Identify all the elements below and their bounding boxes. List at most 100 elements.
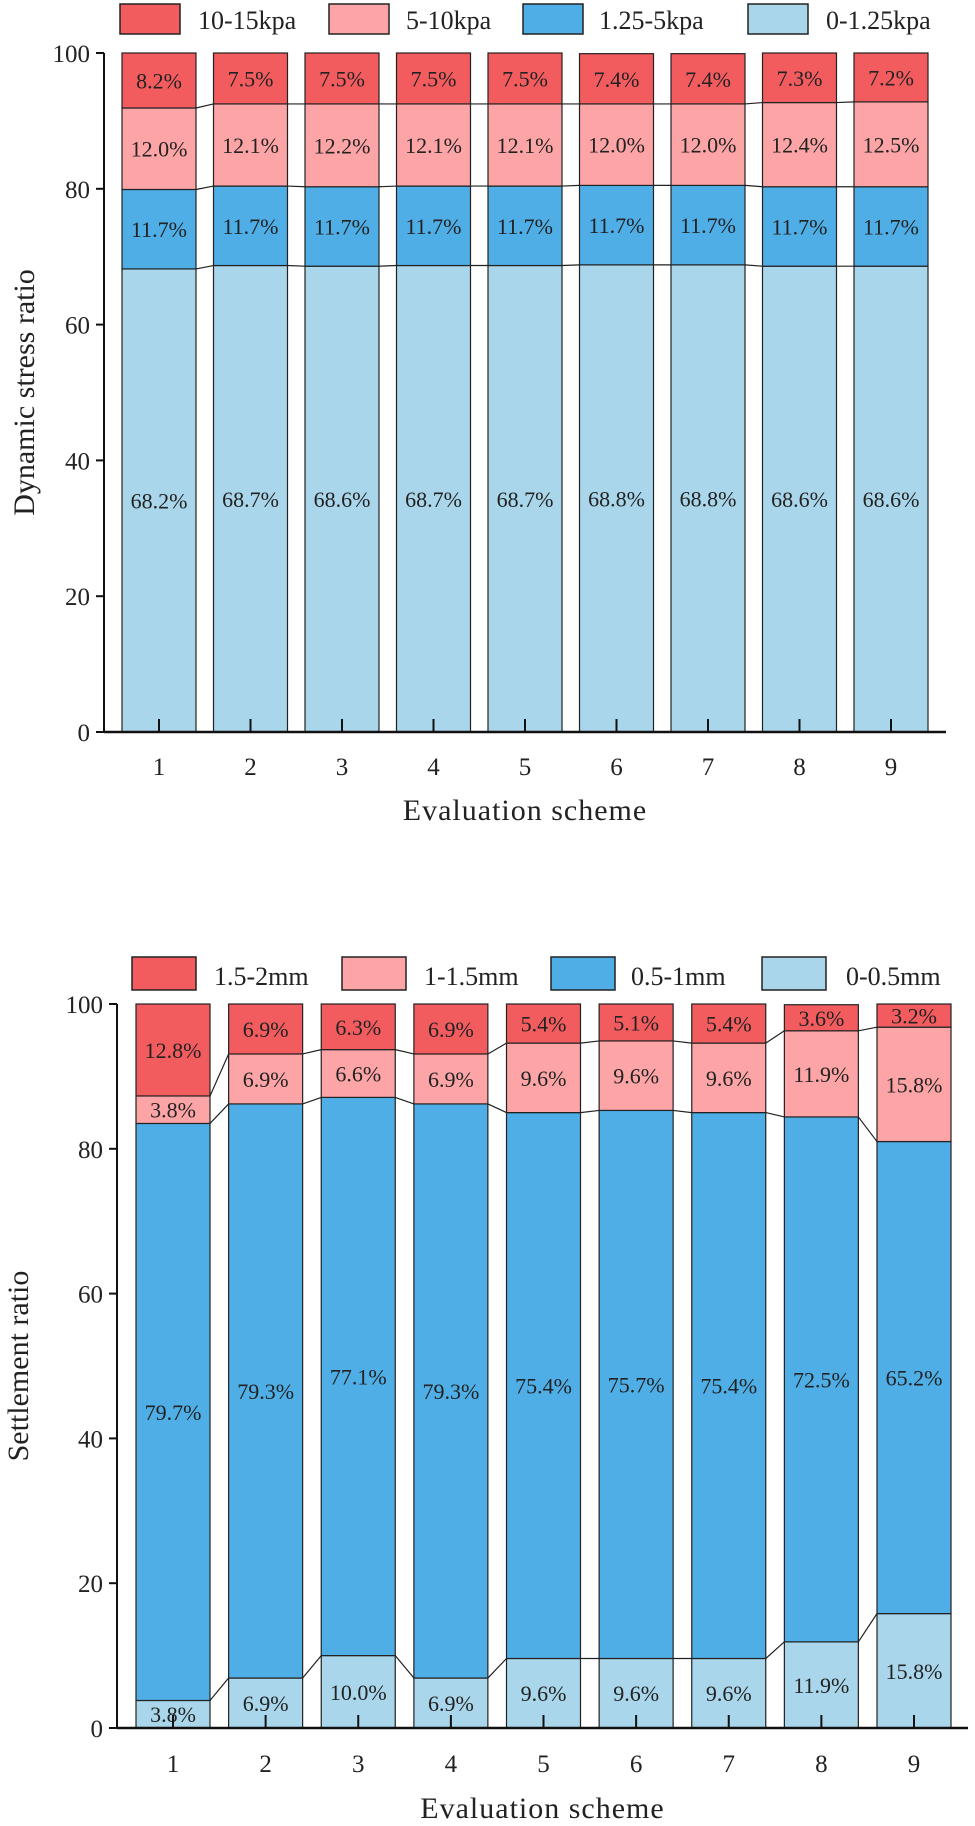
bar-segment [853,101,929,188]
connector-line [857,1116,878,1142]
data-label: 68.7% [222,487,279,512]
connector-line [744,264,763,267]
bar-segment [413,1053,489,1105]
bar-segment [578,53,655,105]
x-tick-label: 9 [885,754,898,781]
data-label: 15.8% [886,1659,943,1684]
connector-line [394,1655,415,1679]
data-label: 11.9% [793,1673,849,1698]
x-tick-label: 1 [167,1751,180,1778]
data-label: 75.7% [608,1372,665,1397]
x-axis-title: Evaluation scheme [403,794,647,827]
data-label: 12.2% [314,133,371,158]
data-label: 6.9% [243,1017,289,1042]
bar-segment [121,188,197,270]
y-tick-label: 0 [78,720,91,747]
x-tick-label: 1 [153,754,166,781]
x-tick-label: 3 [336,754,349,781]
x-tick-label: 6 [630,1751,643,1778]
bar-segment [228,1053,304,1105]
bar-segment [121,268,197,733]
bar-segment [487,52,563,105]
connector-line [378,185,397,188]
bar-segment [598,1109,674,1660]
data-label: 12.0% [588,133,645,158]
bar-segment [135,1003,211,1097]
bar-segment [670,184,746,266]
bar-segment [876,1613,952,1729]
connector-line [209,1053,230,1097]
data-label: 7.5% [502,66,548,91]
data-label: 79.7% [145,1400,202,1425]
data-label: 12.8% [145,1038,202,1063]
data-label: 9.6% [521,1066,567,1091]
y-tick-label: 100 [53,41,91,68]
legend-label: 0-1.25kpa [826,6,931,35]
connector-line [287,185,306,188]
x-tick-label: 4 [427,754,440,781]
bar-segment [783,1641,859,1729]
bar-segment [505,1003,582,1044]
bar-segment [505,1111,582,1660]
bar-segment [578,264,655,733]
bar-segment [670,53,746,105]
data-label: 6.9% [428,1067,474,1092]
bar-segment [691,1042,767,1114]
bar-segment [121,52,197,109]
connector-line [302,1049,322,1055]
data-label: 12.0% [680,133,737,158]
data-label: 11.7% [222,214,278,239]
data-label: 5.1% [613,1010,659,1035]
connector-line [765,1112,785,1118]
bar-segment [212,264,289,733]
data-label: 75.4% [700,1374,757,1399]
data-label: 9.6% [613,1681,659,1706]
x-tick-label: 9 [908,1751,921,1778]
data-label: 79.3% [422,1379,479,1404]
bar-segment [135,1122,211,1702]
bar-segment [853,186,929,267]
bar-segment [783,1116,859,1643]
x-tick-label: 6 [610,754,623,781]
connector-line [487,1658,507,1679]
legend-label: 1.25-5kpa [599,6,704,35]
data-label: 9.6% [706,1681,752,1706]
y-tick-label: 20 [78,1571,103,1598]
data-label: 68.7% [497,487,554,512]
data-label: 6.9% [428,1691,474,1716]
legend-label: 0-0.5mm [846,962,941,991]
bar-segment [395,185,472,267]
data-label: 6.9% [243,1067,289,1092]
data-label: 3.6% [798,1006,844,1031]
connector-line [836,101,855,104]
y-axis-title: Settlement ratio [2,1271,35,1462]
data-label: 11.7% [771,214,827,239]
bar-segment [487,103,563,187]
data-label: 12.1% [497,133,554,158]
bar-segment [783,1004,859,1032]
bar-segment [320,1096,396,1657]
bar-segment [304,52,380,105]
y-tick-label: 40 [78,1426,103,1453]
bar-segment [212,52,289,105]
bar-segment [761,186,838,267]
y-tick-label: 100 [66,992,104,1019]
x-tick-label: 5 [519,754,532,781]
bar-segment [413,1103,489,1679]
data-label: 9.6% [521,1681,567,1706]
data-label: 7.2% [868,65,914,90]
connector-line [857,1613,878,1643]
bar-segment [578,184,655,266]
legend-swatch [341,956,407,991]
legend-swatch [328,3,390,35]
legend-label: 0.5-1mm [631,962,726,991]
data-label: 68.2% [131,488,188,513]
connector-line [302,1655,322,1679]
data-label: 6.3% [335,1015,381,1040]
data-label: 7.3% [777,66,823,91]
data-label: 15.8% [886,1072,943,1097]
connector-line [580,1109,600,1114]
x-tick-label: 7 [723,1751,736,1778]
connector-line [195,185,214,191]
